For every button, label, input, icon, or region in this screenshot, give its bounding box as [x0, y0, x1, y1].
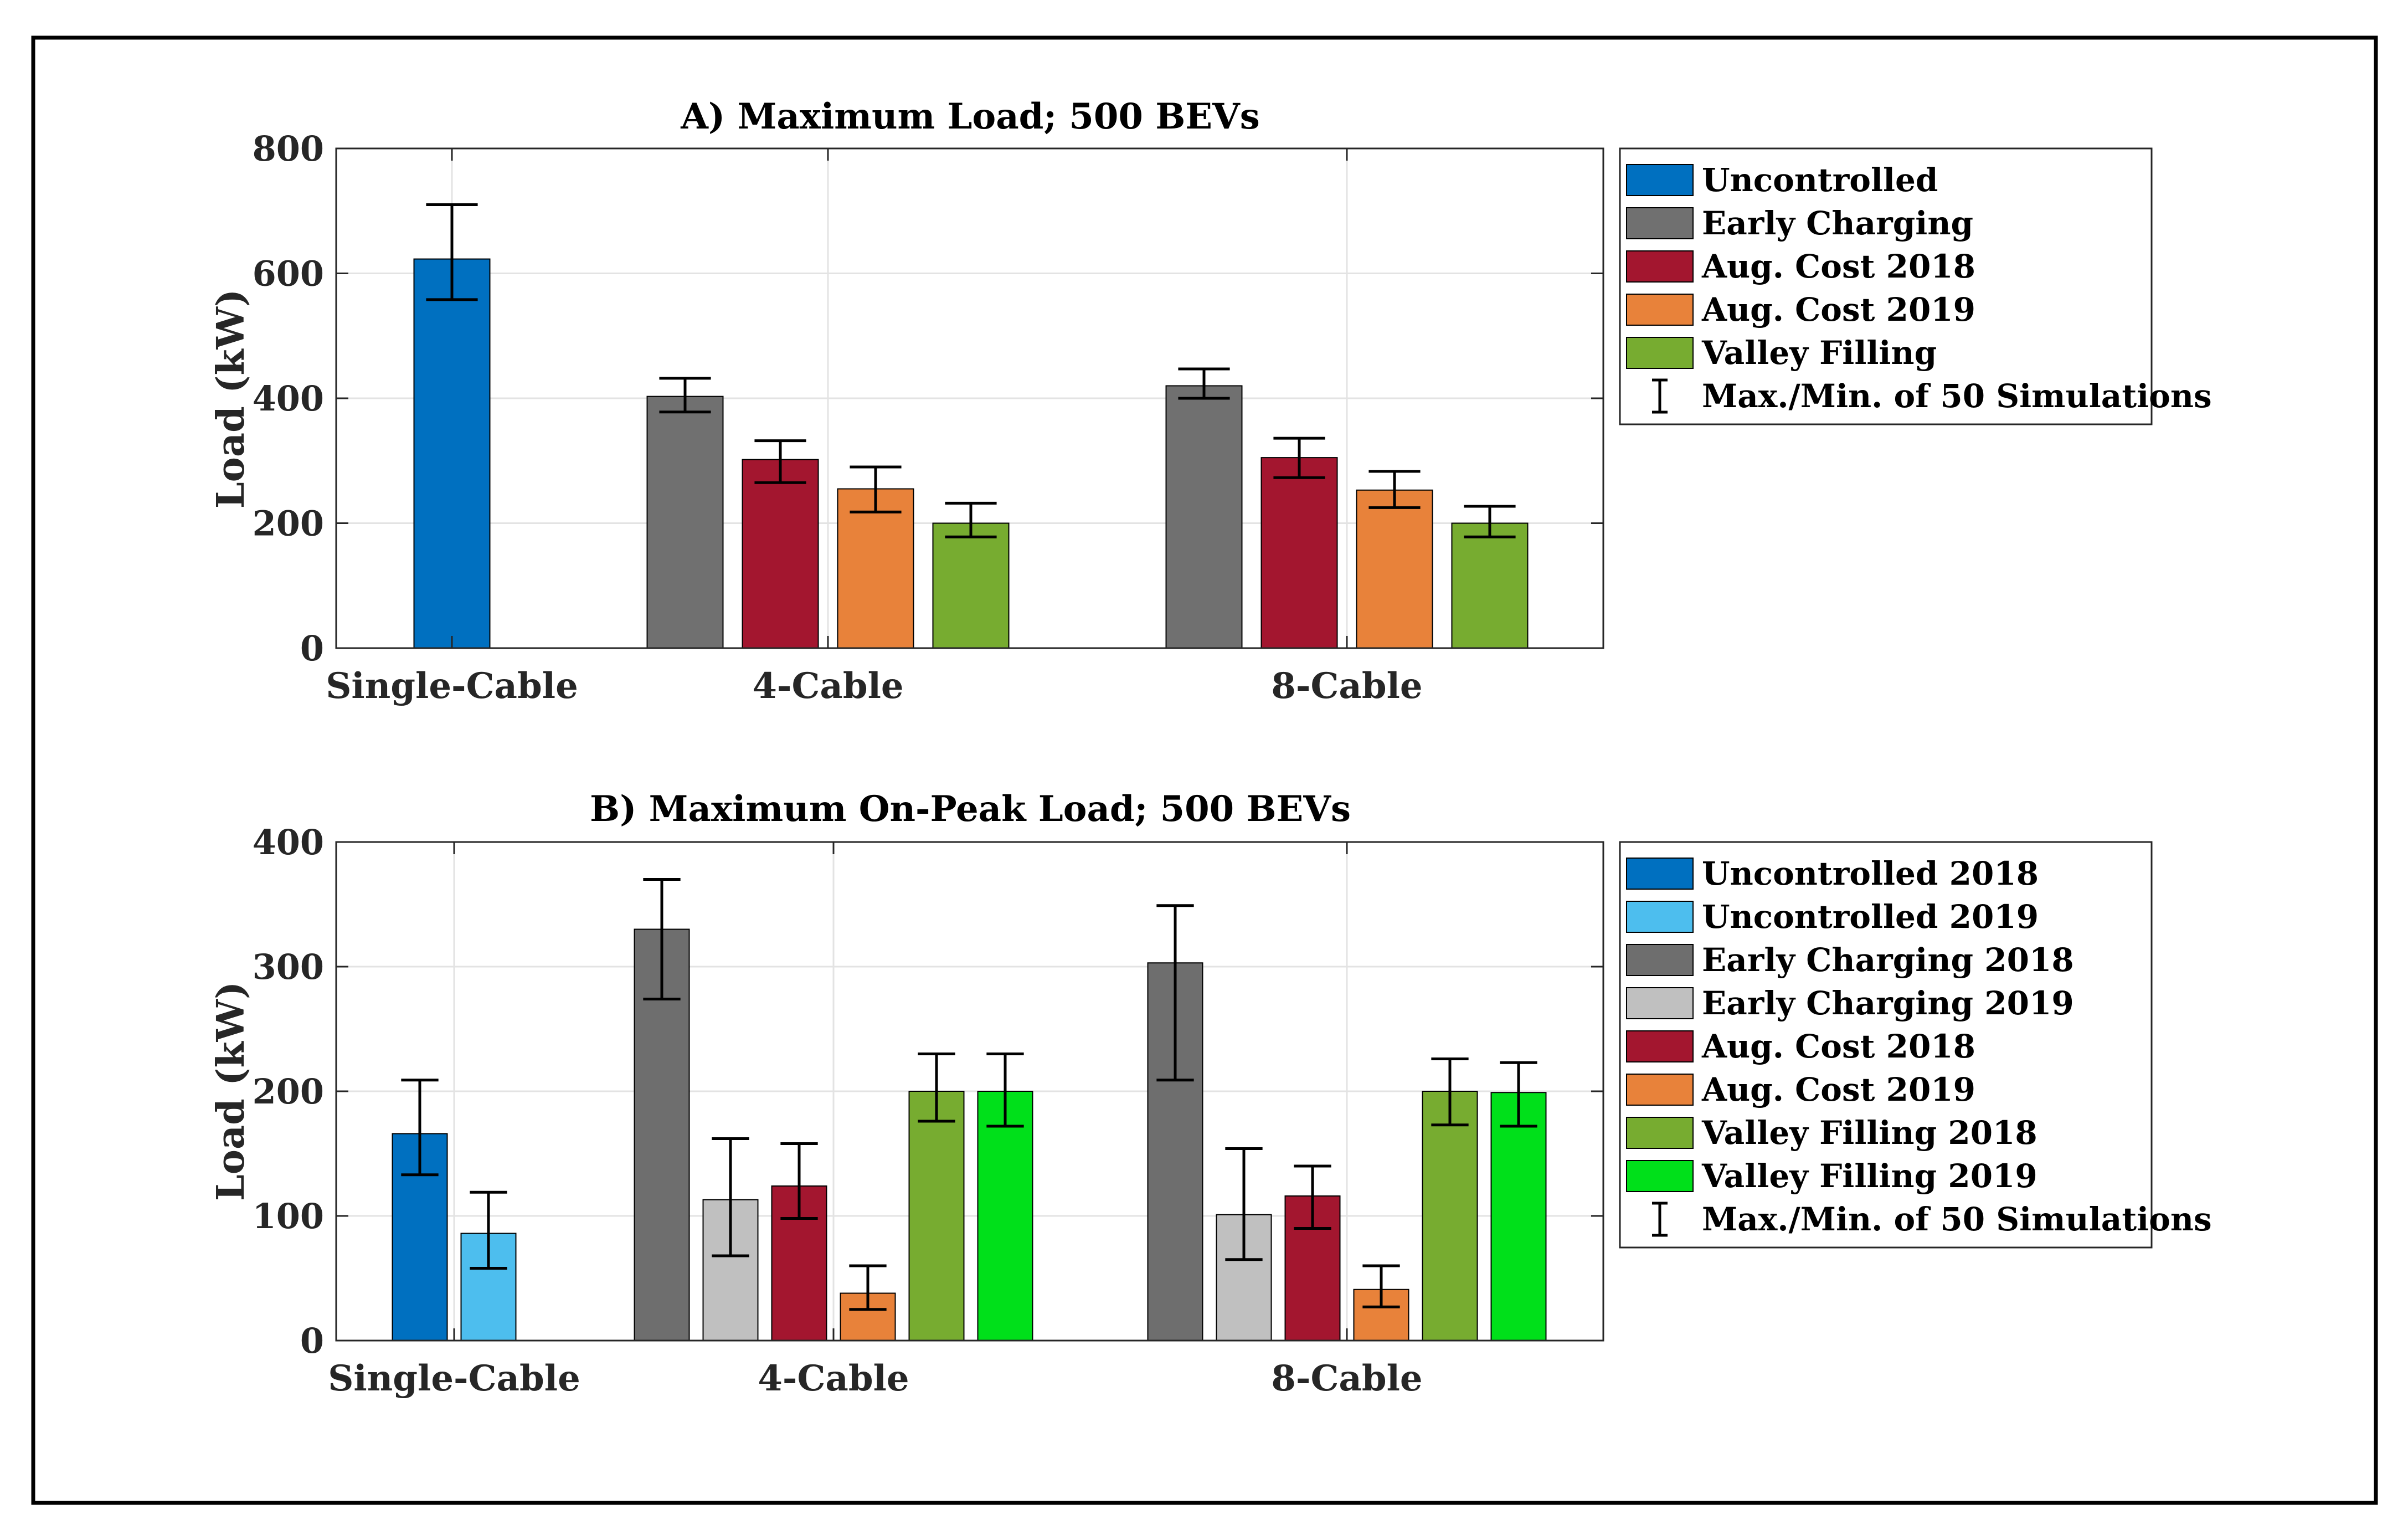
- legend-label: Early Charging: [1702, 204, 1973, 242]
- y-axis-label: Load (kW): [209, 289, 253, 509]
- legend-swatch: [1626, 901, 1694, 933]
- bar: [742, 459, 819, 649]
- legend-swatch: [1626, 337, 1694, 369]
- legend-swatch: [1626, 207, 1694, 239]
- bar: [1451, 522, 1529, 649]
- y-axis-label: Load (kW): [209, 982, 253, 1201]
- y-tick-label: 200: [253, 504, 324, 544]
- legend-label: Valley Filling: [1701, 334, 1937, 372]
- bar: [413, 258, 491, 649]
- chart-title: B) Maximum On-Peak Load; 500 BEVs: [590, 788, 1351, 830]
- y-tick-label: 400: [253, 822, 324, 863]
- x-category-label: 4-Cable: [752, 665, 903, 707]
- bar: [646, 396, 724, 649]
- panel-b: B) Maximum On-Peak Load; 500 BEVs Load (…: [209, 788, 2212, 1399]
- chart-title: A) Maximum Load; 500 BEVs: [680, 96, 1260, 137]
- y-tick-label: 300: [253, 947, 324, 987]
- legend-label: Aug. Cost 2019: [1701, 1071, 1975, 1108]
- figure-frame: [31, 35, 2378, 1505]
- legend-label: Aug. Cost 2019: [1701, 291, 1975, 328]
- legend-label: Valley Filling 2018: [1701, 1114, 2037, 1152]
- legend-swatch: [1626, 294, 1694, 326]
- legend-swatch: [1626, 1030, 1694, 1062]
- legend-swatch: [1626, 164, 1694, 196]
- legend: Uncontrolled 2018 Uncontrolled 2019 Early …: [1619, 841, 2212, 1249]
- legend-box: [1619, 147, 2153, 425]
- legend-box: [1619, 841, 2153, 1249]
- legend-swatch: [1626, 1117, 1694, 1149]
- bar: [1356, 489, 1433, 649]
- legend-label: Uncontrolled 2019: [1702, 898, 2039, 936]
- y-tick-label: 0: [300, 1321, 324, 1361]
- y-tick-label: 0: [300, 628, 324, 669]
- y-tick-label: 600: [253, 254, 324, 294]
- legend-swatch: [1626, 944, 1694, 976]
- legend-label: Uncontrolled 2018: [1702, 855, 2039, 892]
- legend-swatch: [1626, 858, 1694, 890]
- legend-label: Aug. Cost 2018: [1701, 248, 1975, 285]
- x-category-label: 4-Cable: [758, 1358, 909, 1399]
- bar: [1422, 1091, 1478, 1341]
- legend: Uncontrolled Early Charging Aug. Cost 2018…: [1619, 147, 2212, 425]
- legend-swatch: [1626, 987, 1694, 1019]
- bar: [908, 1091, 965, 1341]
- plot-area: 0 100 200 300 400 Single-Cable 4-Cable 8-Cable: [253, 822, 1604, 1399]
- legend-label-errorbar: Max./Min. of 50 Simulations: [1702, 1200, 2212, 1238]
- legend-swatch: [1626, 1074, 1694, 1106]
- x-category-label: 8-Cable: [1271, 665, 1422, 707]
- bar: [1490, 1092, 1547, 1341]
- panel-a: A) Maximum Load; 500 BEVs Load (kW) 0 200…: [209, 96, 2212, 707]
- bar: [1165, 385, 1243, 649]
- y-tick-label: 100: [253, 1196, 324, 1236]
- legend-label-errorbar: Max./Min. of 50 Simulations: [1702, 377, 2212, 415]
- legend-label: Aug. Cost 2018: [1701, 1028, 1975, 1065]
- legend-label: Early Charging 2019: [1702, 984, 2074, 1022]
- bar: [1260, 457, 1338, 649]
- y-tick-label: 800: [253, 129, 324, 169]
- legend-swatch: [1626, 1160, 1694, 1192]
- plot-area: 0 200 400 600 800 Single-Cable 4-Cable 8-Cable: [253, 129, 1604, 707]
- bar: [932, 522, 1010, 649]
- y-tick-label: 200: [253, 1071, 324, 1112]
- bar: [837, 488, 914, 649]
- bar: [977, 1091, 1033, 1341]
- x-category-label: 8-Cable: [1271, 1358, 1422, 1399]
- legend-swatch: [1626, 250, 1694, 283]
- legend-label: Valley Filling 2019: [1701, 1157, 2037, 1195]
- x-category-label: Single-Cable: [326, 665, 578, 707]
- y-tick-label: 400: [253, 378, 324, 419]
- x-category-label: Single-Cable: [328, 1358, 580, 1399]
- legend-label: Early Charging 2018: [1702, 941, 2074, 979]
- legend-label: Uncontrolled: [1702, 161, 1938, 199]
